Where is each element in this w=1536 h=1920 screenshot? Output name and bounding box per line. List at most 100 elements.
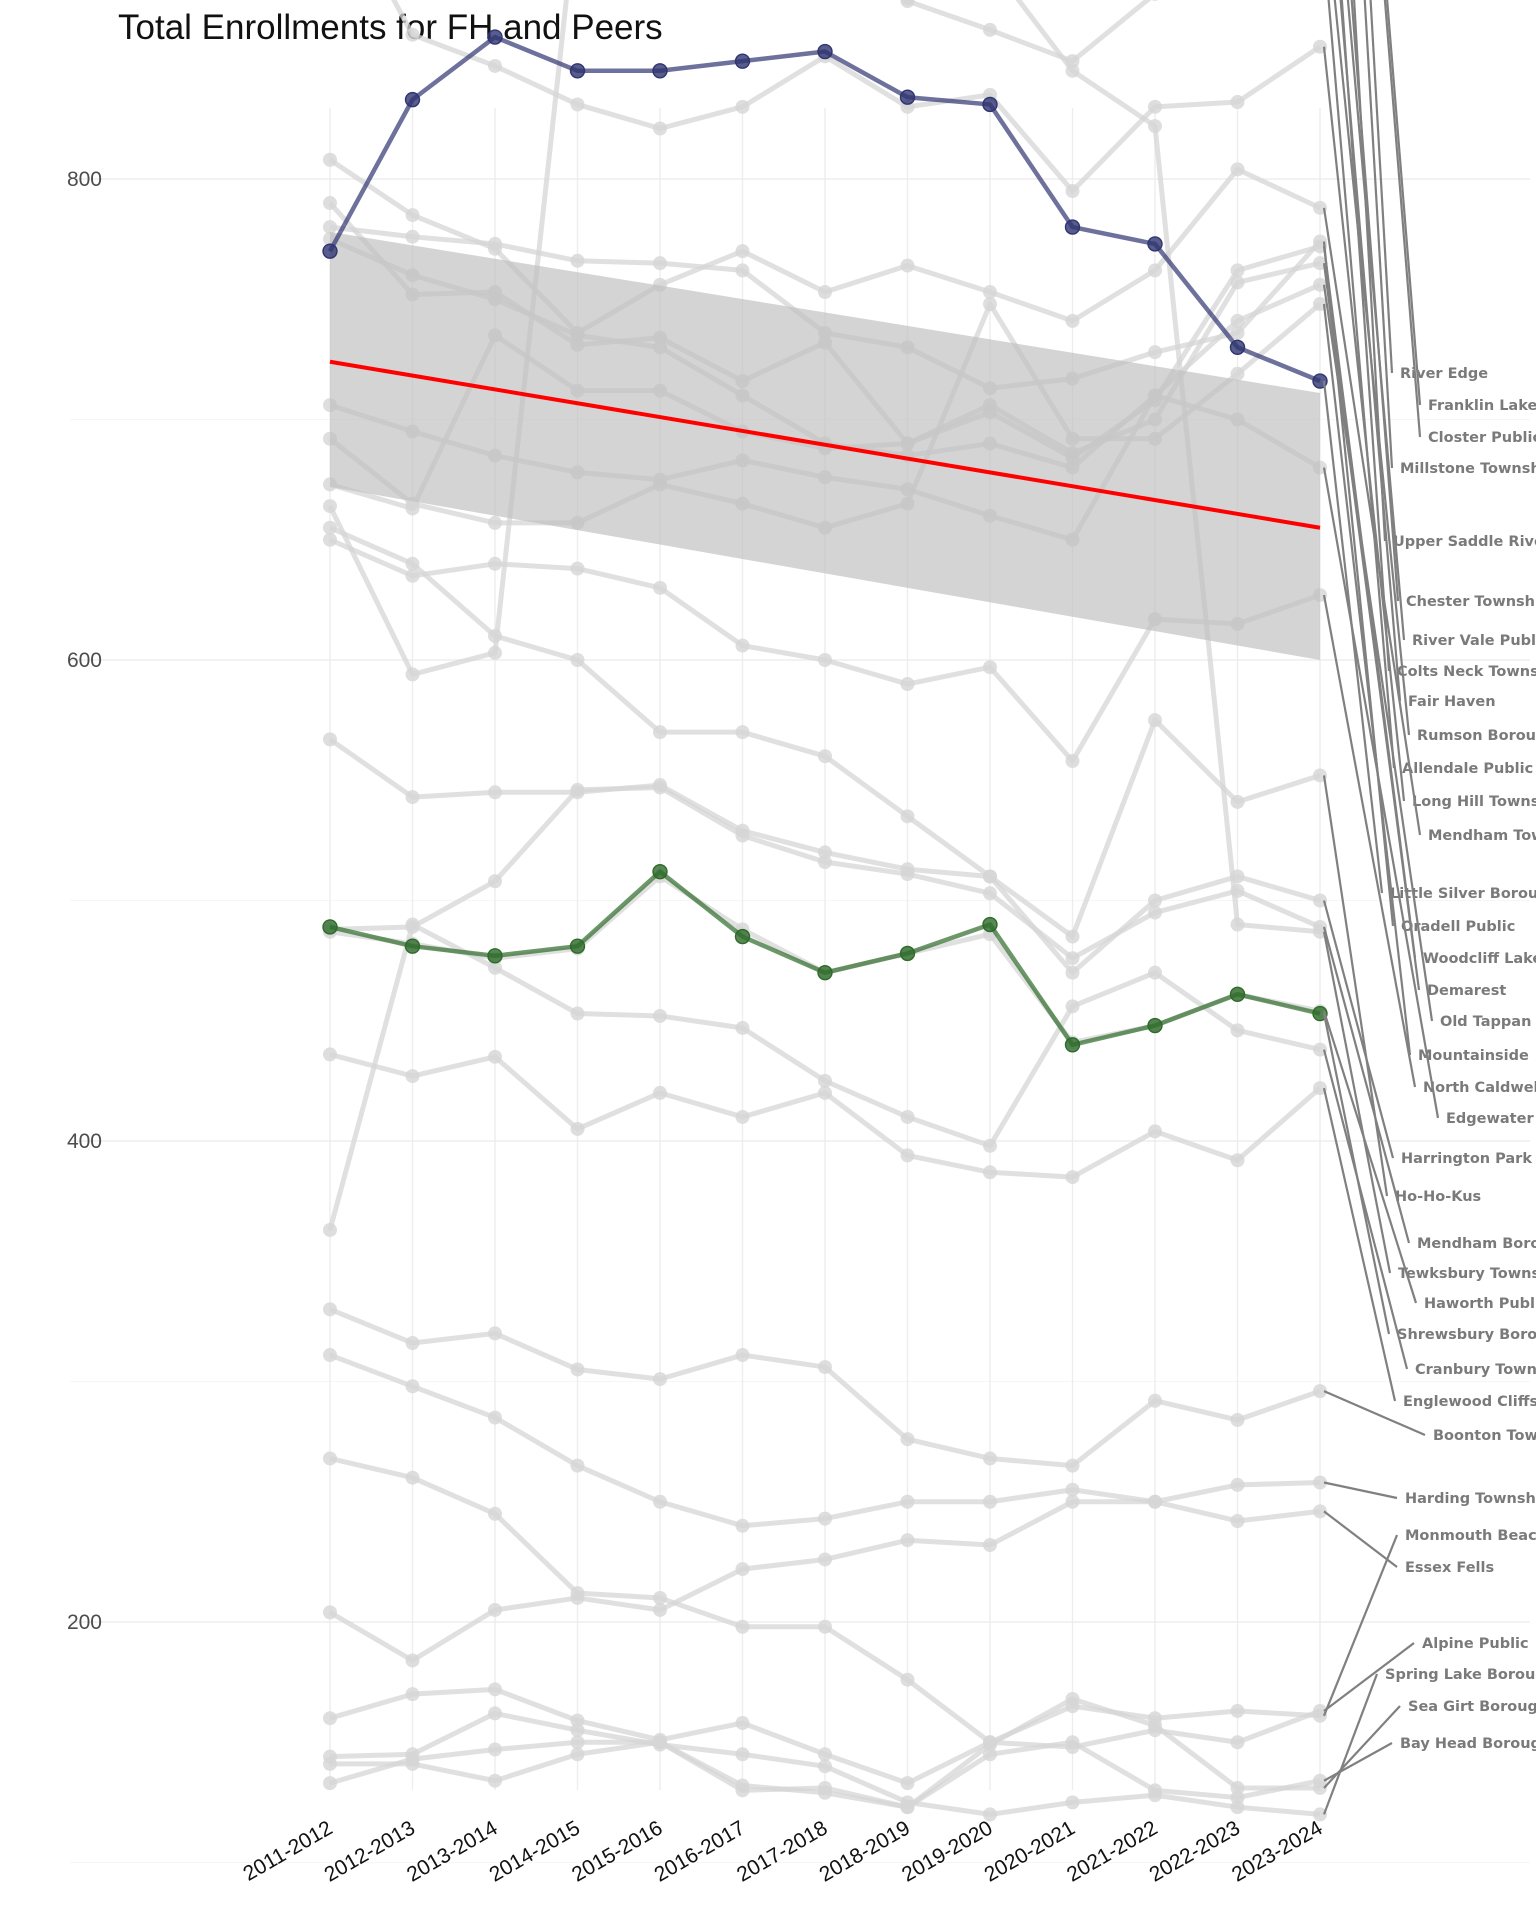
data-point xyxy=(983,297,997,312)
label-leader-line xyxy=(1322,46,1406,802)
data-point xyxy=(1148,1718,1162,1733)
series-label: Ho-Ho-Kus xyxy=(1395,1189,1481,1205)
data-point xyxy=(1230,794,1245,809)
data-point xyxy=(653,1590,667,1605)
data-point xyxy=(900,1672,915,1687)
data-point xyxy=(1230,1800,1245,1815)
series-label: Mendham Borough xyxy=(1417,1236,1536,1252)
data-point xyxy=(817,964,833,981)
data-point xyxy=(900,867,915,882)
label-leader-line xyxy=(1322,1673,1379,1815)
data-point xyxy=(900,809,915,824)
data-point xyxy=(983,1538,997,1553)
series-label: Monmouth Beach xyxy=(1405,1528,1536,1544)
x-tick-label: 2018-2019 xyxy=(816,1816,914,1886)
data-point xyxy=(569,938,586,954)
data-point xyxy=(404,91,421,108)
data-point xyxy=(900,1533,915,1548)
label-leader-line xyxy=(1339,0,1402,702)
data-point xyxy=(734,53,751,69)
label-leader-line xyxy=(1322,1049,1409,1370)
series-bay-head-borough xyxy=(323,1735,1327,1815)
data-point xyxy=(488,1326,502,1341)
data-point xyxy=(983,660,997,675)
y-axis: 200400600800100012001400 xyxy=(67,168,102,1634)
y-tick-label: 600 xyxy=(67,649,102,672)
data-point xyxy=(1313,1081,1327,1096)
data-point xyxy=(570,253,585,268)
y-tick-label: 400 xyxy=(67,1130,102,1153)
data-point xyxy=(488,645,502,660)
data-point xyxy=(1065,184,1080,199)
series-label: North Caldwell xyxy=(1423,1080,1536,1096)
data-point xyxy=(1148,345,1162,360)
data-point xyxy=(488,1706,502,1721)
series-label: Woodcliff Lake xyxy=(1423,951,1536,967)
data-point xyxy=(735,99,750,114)
data-point xyxy=(570,1747,585,1762)
data-point xyxy=(1313,1384,1327,1399)
data-point xyxy=(735,1783,750,1798)
data-point xyxy=(570,653,585,667)
data-point xyxy=(323,220,337,235)
data-point xyxy=(570,1590,585,1605)
x-tick-label: 2020-2021 xyxy=(981,1816,1079,1886)
data-point xyxy=(1230,325,1245,340)
data-point xyxy=(653,580,667,595)
data-point xyxy=(653,1085,667,1100)
series-label: Demarest xyxy=(1427,983,1506,999)
data-point xyxy=(1312,1005,1328,1022)
series-boonton-township xyxy=(323,1302,1327,1473)
data-point xyxy=(1230,263,1245,278)
data-point xyxy=(1065,63,1080,78)
data-point xyxy=(1148,893,1162,908)
data-point xyxy=(488,1506,502,1521)
data-point xyxy=(653,256,667,271)
data-point xyxy=(323,1222,337,1237)
label-leader-line xyxy=(1323,1390,1426,1437)
data-point xyxy=(1230,366,1245,381)
data-point xyxy=(1148,1393,1162,1408)
data-point xyxy=(1065,313,1080,328)
data-point xyxy=(818,749,832,764)
label-leader-line xyxy=(1353,0,1387,542)
data-point xyxy=(322,919,338,935)
data-point xyxy=(900,258,915,273)
data-point xyxy=(653,780,667,795)
x-tick-label: 2021-2022 xyxy=(1063,1816,1161,1886)
data-point xyxy=(488,1742,502,1757)
series-label: Harding Township xyxy=(1405,1491,1536,1507)
data-point xyxy=(1065,1494,1080,1509)
x-tick-label: 2017-2018 xyxy=(733,1816,831,1886)
data-point xyxy=(1064,219,1081,235)
series-labels: River Edge Franklin Lakes Closter Public Mi… xyxy=(1322,0,1536,1815)
label-leader-line xyxy=(1386,0,1422,406)
x-tick-label: 2019-2020 xyxy=(898,1816,996,1886)
label-leader-line xyxy=(1323,1642,1415,1712)
data-point xyxy=(570,1723,585,1738)
data-point xyxy=(1230,1412,1245,1427)
data-point xyxy=(323,196,337,211)
data-point xyxy=(1230,1780,1245,1795)
y-tick-label: 200 xyxy=(67,1611,102,1634)
series-label: Chester Township xyxy=(1406,594,1536,610)
data-point xyxy=(983,285,997,300)
label-leader-line xyxy=(1322,207,1422,836)
series-cranbury-township xyxy=(323,917,1327,1237)
data-point xyxy=(1230,1477,1245,1492)
data-point xyxy=(900,1494,915,1509)
data-point xyxy=(323,499,337,514)
data-point xyxy=(488,515,502,530)
series-essex-fells xyxy=(323,1494,1327,1668)
highlight-series-group xyxy=(322,29,1328,1053)
series-label: Colts Neck Township xyxy=(1397,664,1536,680)
data-point xyxy=(488,236,502,251)
label-leader-line xyxy=(1322,900,1395,1159)
data-point xyxy=(1313,893,1327,908)
series-label: Franklin Lakes xyxy=(1428,398,1536,414)
data-point xyxy=(1065,1735,1080,1750)
data-point xyxy=(653,1735,667,1750)
label-leader-line xyxy=(1369,0,1394,374)
data-point xyxy=(1230,95,1245,110)
data-point xyxy=(900,1432,915,1447)
